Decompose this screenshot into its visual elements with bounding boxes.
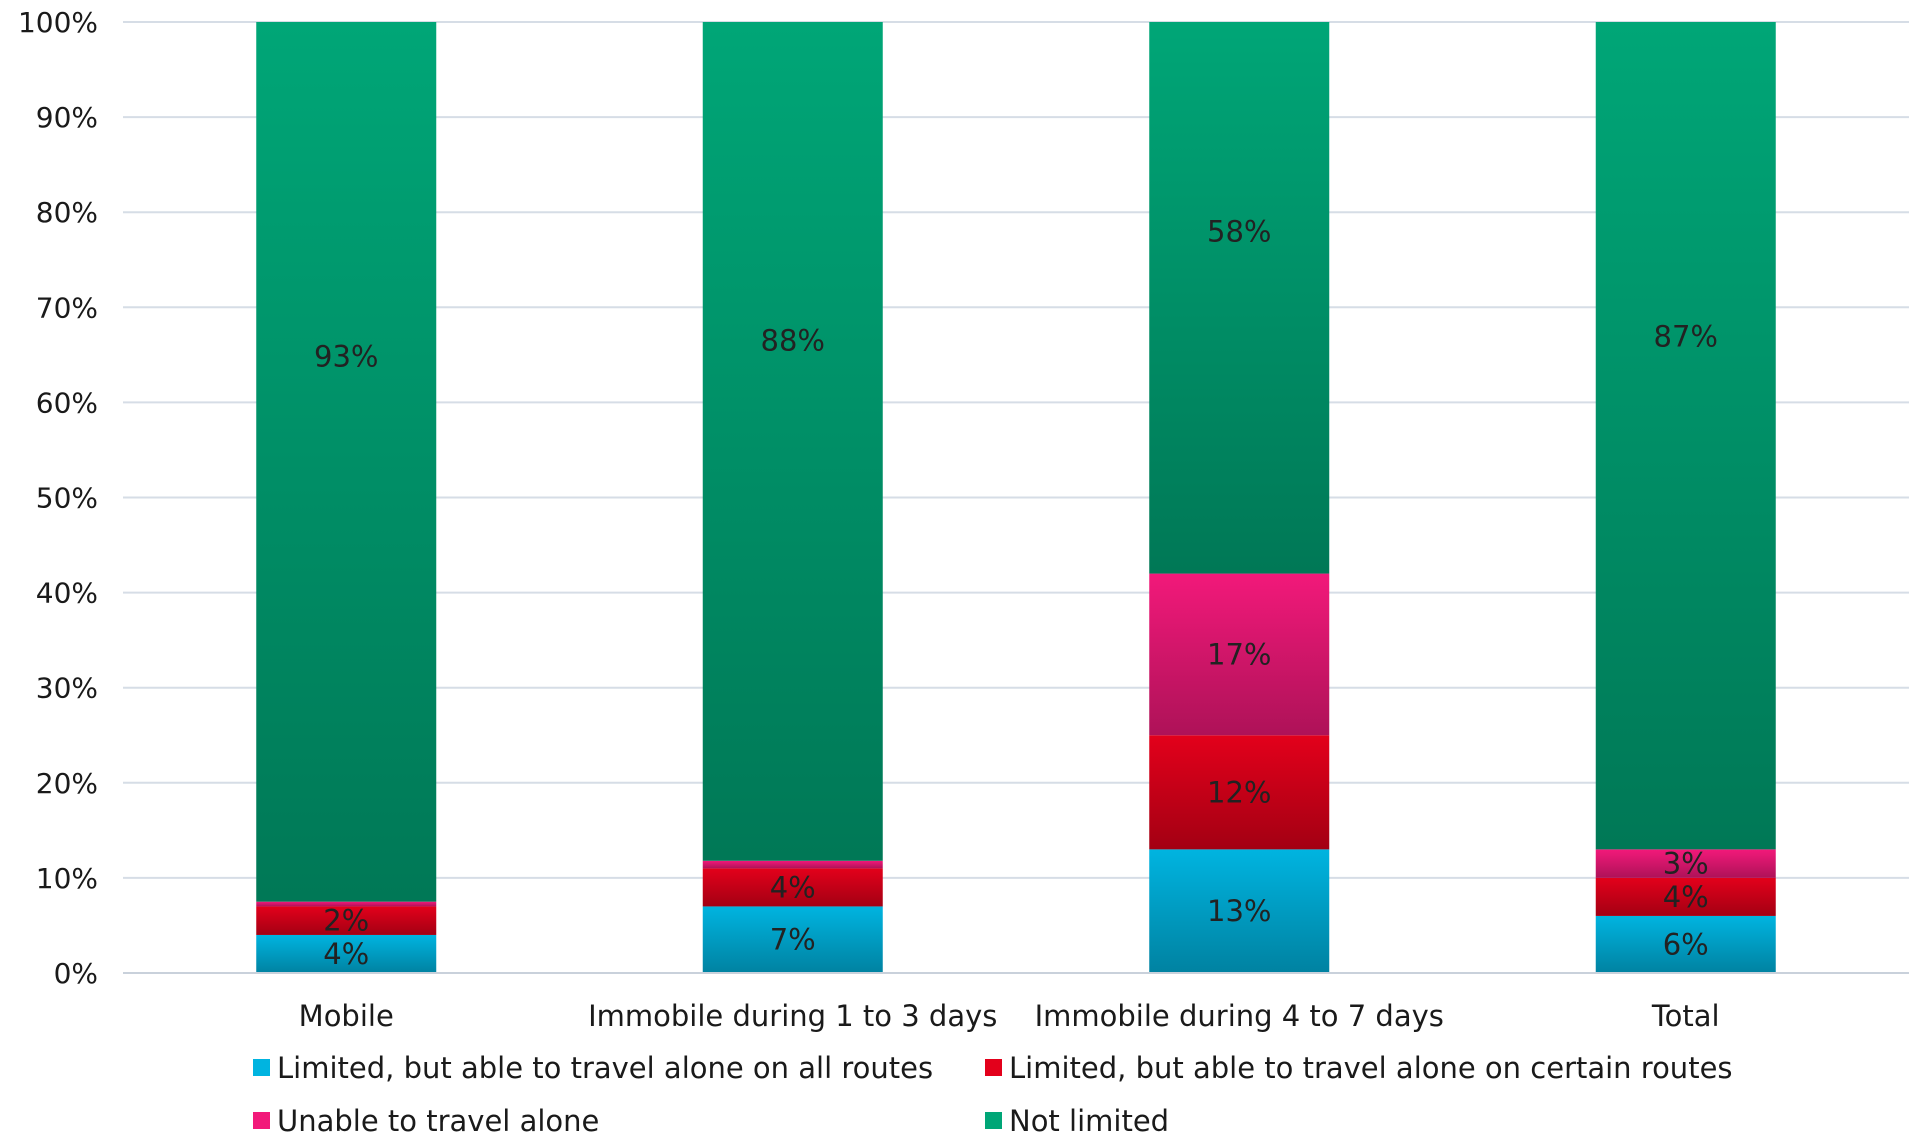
bar-segment xyxy=(1595,877,1776,916)
bar-segment xyxy=(1149,849,1330,973)
x-tick-label: Immobile during 1 to 3 days xyxy=(588,999,997,1033)
legend-swatch xyxy=(985,1112,1002,1129)
x-tick-label: Immobile during 4 to 7 days xyxy=(1035,999,1444,1033)
data-label: 4% xyxy=(1663,880,1709,914)
bar-segment xyxy=(1149,573,1330,736)
bar-segment xyxy=(1595,915,1776,973)
bar-segment xyxy=(702,22,883,861)
data-label: 93% xyxy=(314,339,378,373)
y-tick-label: 70% xyxy=(36,291,98,324)
legend: Limited, but able to travel alone on all… xyxy=(253,1051,1733,1138)
bar-segment xyxy=(702,906,883,973)
y-axis: 0% 10% 20% 30% 40% 50% 60% 70% 80% 90% 100% xyxy=(18,6,98,990)
bar-stack: 6% 4%3% 87% xyxy=(1595,22,1776,973)
y-tick-label: 50% xyxy=(36,482,98,515)
bar-segment xyxy=(1149,735,1330,850)
x-tick-label: Mobile xyxy=(299,999,394,1033)
bar-segment xyxy=(1595,849,1776,878)
legend-label: Limited, but able to travel alone on cer… xyxy=(1009,1051,1733,1085)
bar-segment xyxy=(702,868,883,907)
y-tick-label: 20% xyxy=(36,767,98,800)
legend-label: Limited, but able to travel alone on all… xyxy=(277,1051,933,1085)
bar-stack: 7% 4% 88% xyxy=(702,22,883,973)
y-tick-label: 100% xyxy=(18,6,98,39)
legend-swatch xyxy=(253,1059,270,1076)
bar-segment xyxy=(256,906,437,935)
bar-segment xyxy=(256,22,437,902)
data-label: 17% xyxy=(1207,637,1271,671)
y-tick-label: 0% xyxy=(54,957,98,990)
bar-segment xyxy=(256,934,437,973)
bars: 4%2%93%7%4%88%13%12%17%58%6%4%3%87% xyxy=(256,22,1776,973)
data-label: 58% xyxy=(1207,215,1271,249)
x-tick-label: Total xyxy=(1651,999,1720,1033)
y-tick-label: 40% xyxy=(36,577,98,610)
data-label: 7% xyxy=(770,923,816,957)
legend-item: Unable to travel alone xyxy=(253,1104,599,1138)
legend-item: Limited, but able to travel alone on all… xyxy=(253,1051,933,1085)
data-label: 2% xyxy=(323,904,369,938)
y-tick-label: 90% xyxy=(36,101,98,134)
x-axis: Mobile Immobile during 1 to 3 days Immobil… xyxy=(123,972,1909,1033)
legend-item: Not limited xyxy=(985,1104,1169,1138)
data-label: 87% xyxy=(1654,319,1718,353)
data-label: 12% xyxy=(1207,775,1271,809)
legend-item: Limited, but able to travel alone on cer… xyxy=(985,1051,1733,1085)
data-label: 88% xyxy=(761,324,825,358)
bar-segment xyxy=(702,860,883,869)
legend-swatch xyxy=(253,1112,270,1129)
bar-stack: 13% 12% 17% 58% xyxy=(1149,22,1330,973)
y-tick-label: 30% xyxy=(36,672,98,705)
legend-swatch xyxy=(985,1059,1002,1076)
bar-segment xyxy=(1595,22,1776,850)
data-label: 3% xyxy=(1663,847,1709,881)
data-label: 6% xyxy=(1663,927,1709,961)
bar-segment xyxy=(1149,22,1330,574)
bar-stack: 4%2% 93% xyxy=(256,22,437,973)
legend-label: Not limited xyxy=(1009,1104,1169,1138)
data-label: 4% xyxy=(323,937,369,971)
bar-segment xyxy=(256,901,437,907)
y-tick-label: 60% xyxy=(36,386,98,419)
y-tick-label: 10% xyxy=(36,862,98,895)
legend-label: Unable to travel alone xyxy=(277,1104,599,1138)
y-tick-label: 80% xyxy=(36,196,98,229)
data-label: 4% xyxy=(770,870,816,904)
data-label: 13% xyxy=(1207,894,1271,928)
